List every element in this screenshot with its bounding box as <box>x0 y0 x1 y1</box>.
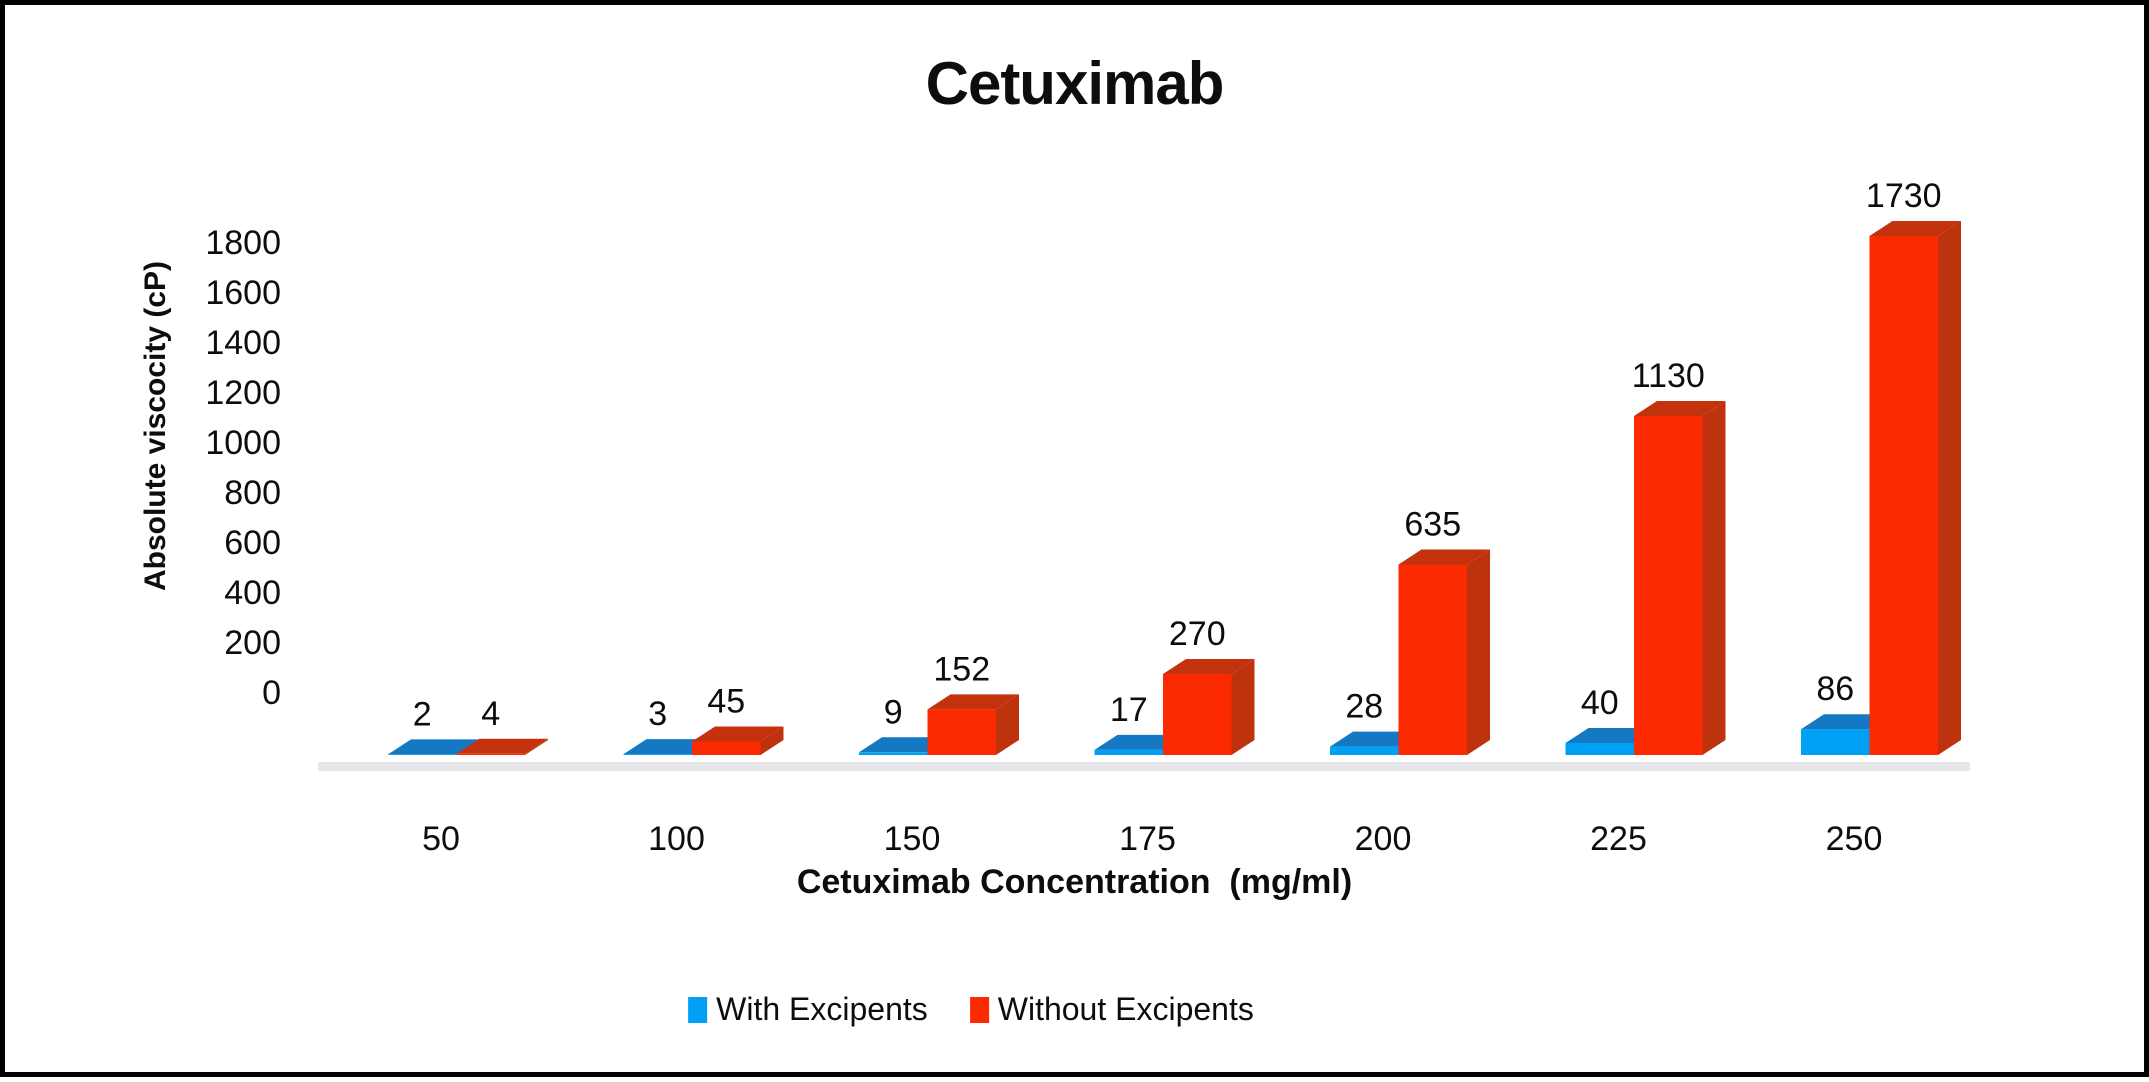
data-label-with-excipents-225: 40 <box>1581 684 1619 722</box>
x-tick-label: 175 <box>1119 820 1176 858</box>
y-tick-label: 1800 <box>205 224 281 262</box>
legend-item-without-excipents: Without Excipents <box>969 991 1254 1028</box>
data-label-with-excipents-250: 86 <box>1816 670 1854 708</box>
y-tick-label: 1200 <box>205 374 281 412</box>
data-label-without-excipents-225: 1130 <box>1632 357 1705 395</box>
y-tick-label: 1600 <box>205 274 281 312</box>
bar-side-without-excipents-225 <box>1702 401 1726 755</box>
data-label-with-excipents-100: 3 <box>648 695 667 733</box>
legend-item-with-excipents: With Excipents <box>688 991 928 1028</box>
bar-top-without-excipents-250 <box>1869 221 1961 236</box>
data-label-without-excipents-100: 45 <box>707 683 745 721</box>
bar-with-excipents-250 <box>1801 729 1870 755</box>
bar-top-without-excipents-50 <box>456 738 548 754</box>
bar-side-without-excipents-100 <box>760 726 784 755</box>
bar-top-with-excipents-50 <box>388 739 480 755</box>
data-label-without-excipents-250: 1730 <box>1866 177 1942 215</box>
bar-side-without-excipents-250 <box>1938 221 1961 755</box>
y-tick-label: 0 <box>262 674 281 712</box>
bar-without-excipents-250 <box>1869 236 1938 755</box>
legend: With Excipents Without Excipents <box>688 991 1254 1028</box>
y-tick-label: 600 <box>224 524 281 562</box>
chart-title: Cetuximab <box>925 50 1225 117</box>
y-tick-label: 800 <box>224 474 281 512</box>
bar-without-excipents-225 <box>1634 416 1703 755</box>
bar-with-excipents-150 <box>859 752 928 755</box>
bar-with-excipents-50 <box>388 754 457 755</box>
y-tick-label: 200 <box>224 624 281 662</box>
bar-side-without-excipents-50 <box>525 738 548 755</box>
legend-label: With Excipents <box>716 991 928 1027</box>
x-tick-label: 150 <box>884 820 941 858</box>
bar-without-excipents-175 <box>1163 674 1232 755</box>
bar-without-excipents-200 <box>1398 564 1467 755</box>
bar-with-excipents-175 <box>1094 749 1163 755</box>
data-label-with-excipents-150: 9 <box>884 693 903 731</box>
chart-floor <box>318 762 1970 771</box>
bar-top-without-excipents-150 <box>927 694 1019 710</box>
bar-side-without-excipents-175 <box>1231 659 1255 755</box>
y-tick-label: 1400 <box>205 324 281 362</box>
bar-with-excipents-225 <box>1565 743 1634 755</box>
data-label-with-excipents-50: 2 <box>413 695 432 733</box>
bar-with-excipents-200 <box>1330 746 1399 755</box>
bar-with-excipents-100 <box>623 754 692 755</box>
legend-swatch-icon <box>969 996 989 1023</box>
bar-without-excipents-150 <box>927 709 996 755</box>
data-label-without-excipents-200: 635 <box>1404 506 1461 544</box>
data-label-without-excipents-50: 4 <box>481 695 500 733</box>
data-label-without-excipents-150: 152 <box>933 650 990 688</box>
bar-side-without-excipents-150 <box>996 694 1019 755</box>
bar-without-excipents-50 <box>456 753 525 755</box>
legend-label: Without Excipents <box>997 991 1254 1027</box>
x-tick-label: 100 <box>648 820 705 858</box>
x-tick-label: 250 <box>1826 820 1883 858</box>
x-axis-title: Cetuximab Concentration (mg/ml) <box>796 863 1353 901</box>
x-tick-label: 200 <box>1355 820 1412 858</box>
bar-without-excipents-100 <box>692 741 761 755</box>
plot-area: 0 200 400 600 800 1000 1200 1400 1600 1800 2 4 50 3 45… <box>205 177 1970 858</box>
data-label-with-excipents-200: 28 <box>1345 688 1383 726</box>
x-tick-label: 225 <box>1590 820 1647 858</box>
bar-top-without-excipents-100 <box>692 726 784 742</box>
x-tick-label: 50 <box>422 820 460 858</box>
y-tick-label: 400 <box>224 574 281 612</box>
legend-swatch-icon <box>688 996 708 1023</box>
bar-top-without-excipents-225 <box>1634 401 1726 416</box>
data-label-without-excipents-175: 270 <box>1169 615 1226 653</box>
y-tick-label: 1000 <box>205 424 281 462</box>
bar-top-without-excipents-175 <box>1163 659 1255 674</box>
bar-top-without-excipents-200 <box>1398 549 1490 565</box>
data-label-with-excipents-175: 17 <box>1110 691 1148 729</box>
bar-side-without-excipents-200 <box>1467 549 1490 755</box>
